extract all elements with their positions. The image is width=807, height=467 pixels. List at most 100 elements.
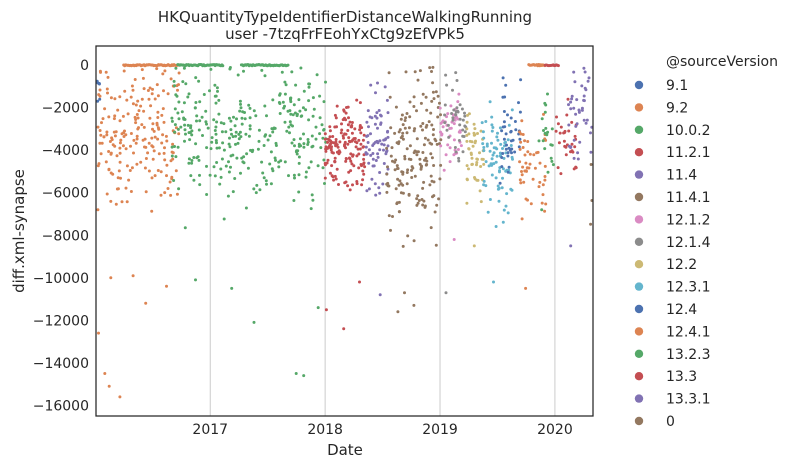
data-point-10-0-2 (237, 137, 241, 141)
data-point-12-1-2 (439, 144, 443, 148)
data-point-10-0-2 (234, 134, 238, 138)
data-point-13-3 (565, 113, 569, 117)
legend-label: 13.3.1 (666, 392, 711, 408)
data-point-10-0-2 (217, 98, 221, 102)
data-point-11-4-1 (403, 126, 407, 130)
data-point-11-4-1 (412, 129, 416, 133)
data-point-9-2 (148, 116, 152, 120)
data-point-9-2 (109, 276, 113, 280)
data-point-11-4 (367, 148, 371, 152)
data-point-11-4-1 (431, 133, 435, 137)
data-point-11-4 (382, 138, 386, 142)
data-point-12-4-1 (529, 202, 533, 206)
data-point-13-3-1 (572, 156, 576, 160)
data-point-9-2 (162, 89, 165, 93)
data-point-13-2-3 (541, 139, 545, 143)
data-point-12-4 (511, 138, 515, 142)
data-point-13-3-1 (572, 106, 576, 110)
data-point-11-4 (378, 171, 382, 174)
data-point-10-0-2 (190, 159, 194, 162)
data-point-12-1-4 (457, 156, 461, 160)
data-point-9-2 (125, 98, 129, 102)
data-point-10-0-2 (311, 114, 315, 118)
data-point-11-4-1 (404, 116, 408, 120)
data-point-10-0-2 (295, 114, 299, 118)
data-point-11-4-1 (436, 115, 440, 119)
data-point-9-2 (177, 132, 181, 136)
data-point-10-0-2 (241, 160, 245, 164)
data-point-10-0-2 (183, 139, 186, 143)
data-point-11-4-1 (432, 180, 436, 184)
data-point-11-2-1 (353, 140, 357, 144)
data-point-11-2-1 (344, 132, 348, 136)
data-point-11-2-1 (329, 142, 333, 146)
data-point-10-0-2 (247, 103, 251, 107)
data-point-11-2-1 (351, 154, 355, 158)
data-point-9-2 (140, 123, 144, 127)
data-point-9-2 (160, 113, 164, 117)
data-point-13-3 (556, 122, 560, 126)
data-point-12-3-1 (492, 162, 496, 166)
data-point-9-2 (142, 109, 146, 113)
data-point-10-0-2 (271, 130, 275, 134)
data-point-10-0-2 (205, 193, 209, 196)
data-point-12-1-4 (450, 112, 454, 115)
data-point-12-1-4 (461, 128, 465, 132)
data-point-12-3-1 (492, 280, 495, 284)
data-point-13-2-3 (551, 163, 555, 167)
data-point-10-0-2 (186, 123, 190, 127)
data-point-11-4 (371, 144, 375, 147)
data-point-13-3 (566, 97, 570, 101)
data-point-10-0-2 (239, 171, 242, 175)
data-point-12-3-1 (490, 157, 494, 161)
data-point-12-4 (509, 116, 513, 120)
data-point-13-3-1 (578, 140, 582, 144)
legend-label: 12.4 (666, 302, 697, 318)
data-point-10-0-2 (299, 66, 303, 70)
data-point-10-0-2 (280, 70, 284, 74)
data-point-12-3-1 (506, 211, 510, 215)
data-point-11-4-1 (403, 119, 407, 122)
data-point-11-4-1 (400, 134, 404, 138)
data-point-13-3 (559, 172, 563, 176)
data-point-10-0-2 (170, 154, 174, 158)
legend-marker (634, 372, 644, 381)
data-point-10-0-2 (254, 191, 258, 195)
data-point-12-2 (466, 113, 469, 117)
data-point-10-0-2 (183, 123, 187, 127)
data-point-9-1 (98, 97, 102, 101)
data-point-11-4-1 (387, 71, 391, 75)
data-point-12-4 (509, 129, 513, 133)
data-point-10-0-2 (264, 179, 268, 183)
data-point-12-2 (479, 200, 483, 204)
data-point-10-0-2 (297, 98, 301, 102)
data-point-9-2 (165, 284, 168, 288)
data-point-12-4-1 (524, 161, 528, 165)
data-point-12-2 (465, 139, 469, 143)
data-point-11-4-1 (405, 182, 409, 186)
data-point-10-0-2 (302, 145, 306, 149)
data-point-12-3-1 (498, 126, 502, 130)
data-point-12-1-2 (446, 112, 450, 116)
data-point-10-0-2 (307, 166, 311, 170)
data-point-10-0-2 (205, 164, 208, 168)
data-point-13-3 (562, 139, 566, 143)
data-point-11-4 (373, 182, 377, 186)
data-point-12-1-4 (458, 123, 462, 127)
data-point-12-4-1 (521, 146, 525, 149)
data-point-10-0-2 (214, 101, 218, 105)
data-point-11-2-1 (349, 159, 353, 163)
data-point-10-0-2 (260, 68, 264, 72)
legend: @sourceVersion 9.1 9.2 10.0.2 11.2.1 11.4 11.… (634, 54, 778, 430)
data-point-11-4 (368, 115, 372, 119)
data-point-9-2 (148, 86, 152, 90)
data-point-10-0-2 (190, 129, 194, 133)
data-point-10-0-2 (198, 119, 202, 123)
data-point-13-3 (564, 153, 568, 157)
data-point-12-1-2 (439, 130, 442, 134)
data-point-9-2 (150, 176, 154, 180)
data-point-11-2-1 (350, 139, 354, 143)
data-point-12-4 (501, 152, 505, 155)
data-point-12-4-1 (518, 147, 522, 151)
data-point-10-0-2 (215, 146, 219, 150)
